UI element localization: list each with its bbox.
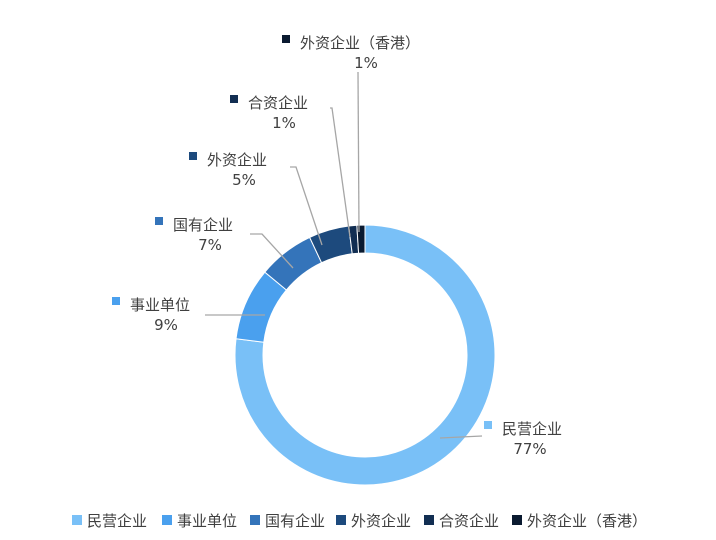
leader-line-5	[357, 71, 360, 233]
leader-line-4	[330, 107, 351, 238]
label-name-1: 事业单位	[130, 296, 190, 314]
legend-label-5: 外资企业（香港）	[527, 512, 647, 530]
legend-swatch-2	[250, 515, 260, 525]
label-name-4: 合资企业	[248, 94, 308, 112]
label-name-0: 民营企业	[502, 420, 562, 438]
data-labels-group: 民营企业 77% 事业单位 9% 国有企业 7% 外资企业 5% 合资企业 1% 外资企业（香港） 1…	[112, 34, 562, 458]
legend-swatch-5	[512, 515, 522, 525]
label-value-2: 7%	[198, 236, 222, 254]
leader-line-3	[290, 166, 323, 246]
slice-5	[356, 224, 366, 254]
label-swatch-0	[484, 421, 492, 429]
slice-0	[234, 224, 496, 486]
label-value-4: 1%	[272, 114, 296, 132]
label-swatch-5	[282, 35, 290, 43]
label-value-5: 1%	[354, 54, 378, 72]
label-value-0: 77%	[513, 440, 546, 458]
legend-label-0: 民营企业	[87, 512, 147, 530]
legend-label-2: 国有企业	[265, 512, 325, 530]
label-value-3: 5%	[232, 171, 256, 189]
label-swatch-1	[112, 297, 120, 305]
leader-line-0	[439, 435, 483, 439]
legend: 民营企业 事业单位 国有企业 外资企业 合资企业 外资企业（香港）	[72, 512, 647, 530]
label-value-1: 9%	[154, 316, 178, 334]
label-swatch-2	[155, 217, 163, 225]
legend-swatch-4	[424, 515, 434, 525]
legend-label-1: 事业单位	[177, 512, 237, 530]
leader-lines-group	[205, 71, 483, 439]
label-name-3: 外资企业	[207, 151, 267, 169]
legend-swatch-0	[72, 515, 82, 525]
slices-group	[234, 224, 496, 486]
leader-line-2	[250, 233, 294, 269]
label-name-2: 国有企业	[173, 216, 233, 234]
label-swatch-3	[189, 152, 197, 160]
legend-swatch-1	[162, 515, 172, 525]
legend-swatch-3	[336, 515, 346, 525]
legend-label-4: 合资企业	[439, 512, 499, 530]
label-name-5: 外资企业（香港）	[300, 34, 420, 52]
legend-label-3: 外资企业	[351, 512, 411, 530]
label-swatch-4	[230, 95, 238, 103]
